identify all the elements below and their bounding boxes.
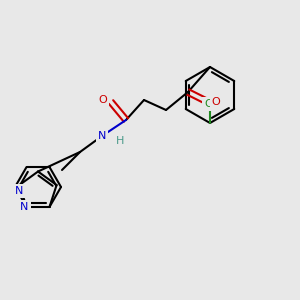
- Text: N: N: [15, 186, 24, 196]
- Text: N: N: [20, 202, 29, 212]
- Text: H: H: [116, 136, 124, 146]
- Text: Cl: Cl: [205, 99, 215, 109]
- Text: O: O: [212, 97, 220, 107]
- Text: O: O: [99, 95, 107, 105]
- Text: N: N: [98, 131, 106, 141]
